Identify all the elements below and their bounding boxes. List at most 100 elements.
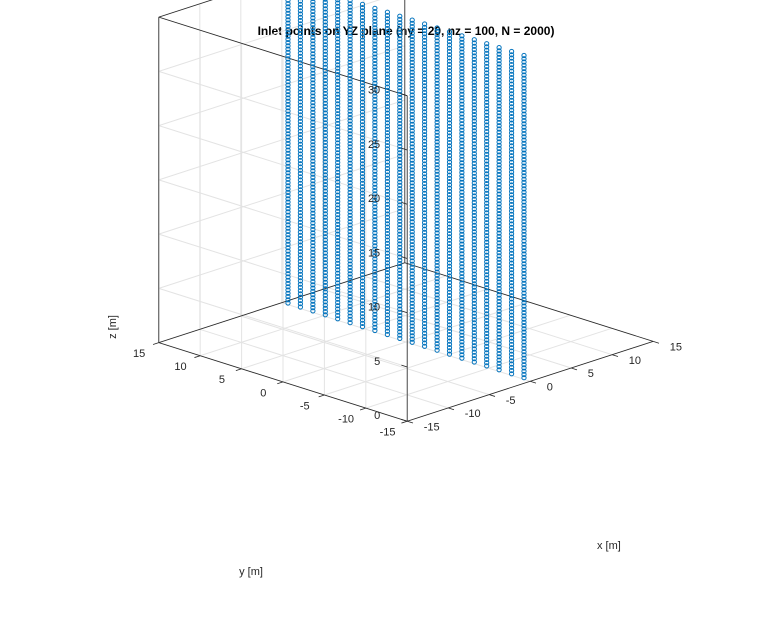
data-point [471, 291, 477, 297]
data-point [434, 214, 440, 220]
data-point [409, 333, 415, 339]
data-point [471, 160, 477, 166]
data-point [422, 275, 428, 281]
data-point [359, 197, 366, 203]
data-point [471, 248, 477, 254]
data-point [359, 37, 366, 43]
data-point [471, 193, 477, 199]
data-point [484, 285, 490, 291]
data-point [459, 322, 465, 329]
data-point [471, 225, 477, 232]
data-point [384, 130, 390, 136]
data-point [471, 317, 477, 323]
data-point [372, 18, 378, 24]
data-point [509, 136, 515, 142]
data-point [521, 144, 527, 150]
data-point [347, 189, 353, 196]
data-point [285, 134, 291, 140]
data-point [322, 143, 328, 149]
data-point [484, 155, 490, 161]
data-point [409, 251, 415, 258]
data-point [521, 173, 527, 179]
data-point [310, 73, 316, 80]
data-point [285, 160, 291, 166]
data-point [322, 237, 328, 243]
data-point [459, 345, 465, 351]
data-point [422, 252, 428, 258]
data-point [285, 88, 291, 95]
data-point [322, 9, 328, 15]
data-point [509, 169, 515, 175]
data-point [384, 117, 390, 123]
data-point [434, 276, 440, 282]
data-point [471, 300, 477, 306]
data-point [310, 207, 316, 213]
data-point [297, 17, 303, 24]
data-point [459, 52, 465, 58]
data-point [521, 225, 527, 231]
data-point [285, 79, 291, 85]
data-point [347, 287, 353, 293]
data-point [397, 182, 403, 188]
data-point [496, 295, 502, 301]
data-point [521, 319, 527, 325]
data-point [496, 204, 502, 210]
data-point [384, 185, 390, 191]
data-point [422, 96, 428, 102]
data-point [397, 59, 403, 65]
data-point [434, 119, 440, 125]
data-point [521, 300, 527, 306]
data-point [347, 53, 353, 59]
data-point [471, 278, 477, 284]
data-point [459, 72, 465, 78]
data-point [434, 233, 440, 239]
data-point [509, 149, 515, 155]
data-point [471, 53, 477, 59]
data-point [459, 244, 465, 250]
data-point [496, 351, 502, 357]
data-point [322, 58, 328, 64]
data-point [285, 85, 291, 91]
data-point [434, 197, 440, 204]
data-point [446, 91, 453, 97]
data-point [372, 318, 378, 324]
data-point [397, 130, 403, 136]
data-point [446, 175, 453, 181]
data-point [335, 293, 341, 299]
data-point [372, 298, 378, 304]
data-point [335, 98, 341, 104]
data-point [446, 87, 453, 94]
data-point [285, 10, 291, 16]
data-point [285, 254, 291, 261]
data-point [322, 25, 328, 31]
data-point [434, 321, 440, 327]
data-point [372, 155, 378, 161]
data-point [459, 101, 465, 107]
data-point [484, 187, 490, 193]
data-point [372, 83, 378, 90]
data-point [509, 273, 515, 279]
data-point [409, 261, 415, 267]
data-point [471, 310, 477, 316]
z-axis-label: z [m] [107, 315, 119, 339]
data-point [422, 128, 428, 134]
data-point [347, 294, 353, 300]
data-point [322, 214, 328, 220]
data-point [297, 83, 303, 89]
data-point [459, 169, 465, 176]
data-point [310, 213, 316, 220]
data-point [384, 94, 390, 100]
data-point [310, 155, 316, 161]
data-point [509, 101, 515, 107]
data-point [471, 43, 477, 49]
data-point [384, 312, 390, 318]
data-point [322, 221, 328, 227]
data-point [347, 173, 353, 179]
data-point [521, 62, 527, 68]
data-point [347, 222, 353, 228]
data-point [285, 300, 291, 306]
data-point [310, 272, 316, 278]
data-point [297, 281, 303, 287]
data-point [496, 165, 502, 171]
data-point [434, 201, 440, 207]
